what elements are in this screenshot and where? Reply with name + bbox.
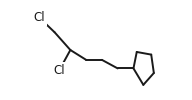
- Text: Cl: Cl: [53, 64, 65, 77]
- Text: Cl: Cl: [34, 11, 45, 24]
